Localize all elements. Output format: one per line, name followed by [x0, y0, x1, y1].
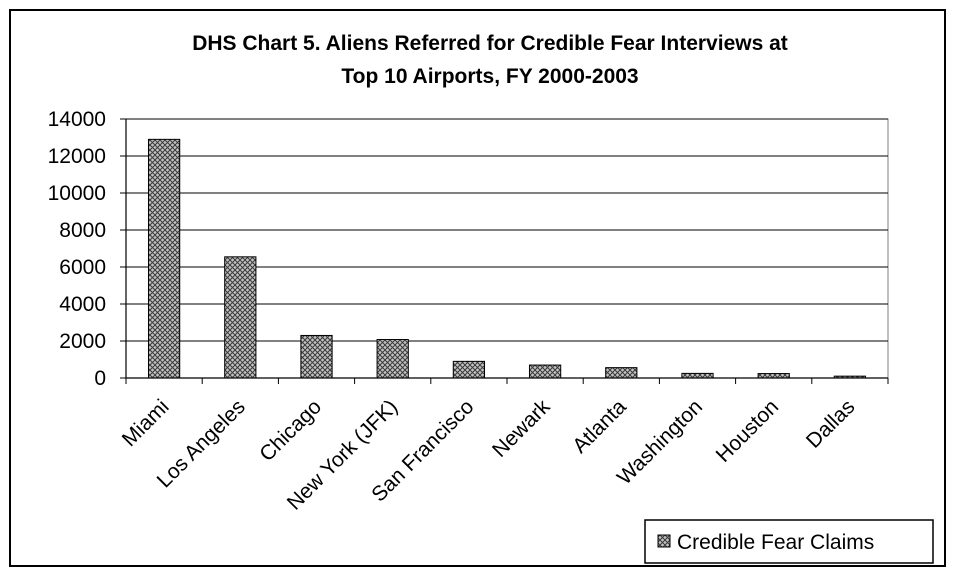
y-axis-ticks: 0 2000 4000 6000 8000 10000 12000 14000 [48, 108, 126, 390]
chart-title-line-1: DHS Chart 5. Aliens Referred for Credibl… [192, 32, 788, 55]
y-tick-label: 4000 [59, 293, 106, 316]
y-tick-label: 8000 [59, 219, 106, 242]
x-tick-label: Miami [118, 395, 174, 451]
y-tick-label: 0 [94, 367, 106, 390]
bar-washington [681, 372, 714, 379]
bar-miami [147, 138, 181, 379]
bar-los-angeles [224, 256, 257, 379]
legend-label: Credible Fear Claims [677, 531, 874, 554]
x-tick-label: Houston [712, 395, 784, 467]
axes [125, 119, 889, 384]
bar-san-francisco [452, 360, 486, 379]
x-tick-label: Dallas [802, 395, 860, 453]
gridlines [125, 118, 889, 379]
chart-title-line-2: Top 10 Airports, FY 2000-2003 [341, 65, 638, 88]
y-tick-label: 14000 [48, 108, 106, 131]
x-tick-label: Chicago [255, 395, 326, 466]
bar-houston [757, 373, 790, 379]
bar-newark [528, 364, 562, 379]
y-tick-label: 10000 [48, 182, 106, 205]
y-tick-label: 2000 [59, 330, 106, 353]
bar-new-york-jfk [376, 339, 409, 379]
legend: Credible Fear Claims [644, 519, 934, 564]
legend-swatch [657, 534, 671, 548]
chart-frame [9, 9, 946, 567]
bars [147, 138, 867, 379]
x-tick-label: Atlanta [568, 395, 631, 458]
y-tick-label: 12000 [48, 145, 106, 168]
bar-atlanta [605, 367, 638, 379]
y-tick-label: 6000 [59, 256, 106, 279]
legend-box [644, 519, 934, 564]
x-tick-label: Newark [488, 395, 555, 462]
bar-chicago [300, 334, 333, 379]
